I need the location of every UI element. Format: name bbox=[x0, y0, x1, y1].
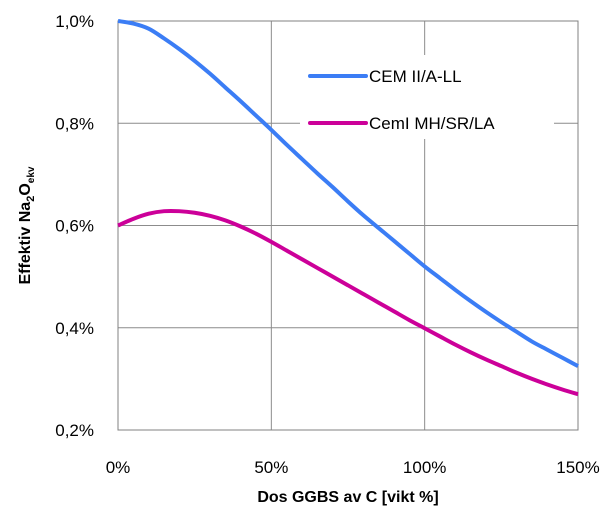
y-tick-labels: 0,2% 0,4% 0,6% 0,8% 1,0% bbox=[55, 12, 94, 440]
y-tick-label-4: 1,0% bbox=[55, 12, 94, 31]
y-tick-label-0: 0,2% bbox=[55, 421, 94, 440]
y-axis-title-sub-2: 2 bbox=[25, 196, 37, 202]
x-tick-label-1: 50% bbox=[254, 458, 288, 477]
x-tick-label-0: 0% bbox=[106, 458, 131, 477]
y-axis-title: Effektiv Na2Oekv bbox=[17, 166, 37, 284]
y-axis-title-main: Effektiv Na bbox=[17, 202, 34, 285]
x-tick-labels: 0% 50% 100% 150% bbox=[106, 458, 600, 477]
x-tick-label-2: 100% bbox=[403, 458, 446, 477]
x-tick-label-3: 150% bbox=[556, 458, 599, 477]
y-axis-title-o: O bbox=[17, 183, 34, 195]
series-line-0 bbox=[117, 19, 579, 368]
series-line-1 bbox=[117, 208, 579, 397]
series-lines bbox=[117, 19, 579, 397]
y-tick-label-1: 0,4% bbox=[55, 319, 94, 338]
legend: CEM II/A-LL CemI MH/SR/LA bbox=[300, 55, 554, 139]
legend-label-cem-i: CemI MH/SR/LA bbox=[369, 114, 495, 133]
x-axis-title: Dos GGBS av C [vikt %] bbox=[257, 489, 438, 506]
legend-label-cem-ii: CEM II/A-LL bbox=[369, 67, 462, 86]
y-tick-label-3: 0,8% bbox=[55, 114, 94, 133]
y-axis-title-sub-ekv: ekv bbox=[26, 166, 37, 183]
y-tick-label-2: 0,6% bbox=[55, 217, 94, 236]
